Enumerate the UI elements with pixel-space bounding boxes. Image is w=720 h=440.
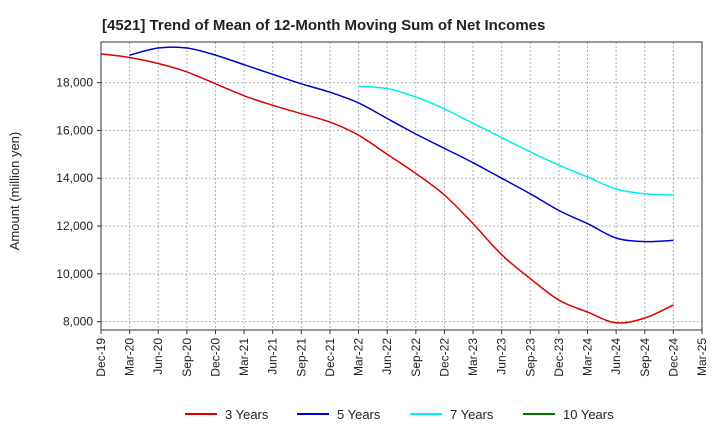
y-tick-label: 14,000 bbox=[56, 171, 93, 185]
x-tick-label: Jun-20 bbox=[151, 338, 165, 375]
legend-label-7-years: 7 Years bbox=[450, 407, 494, 422]
x-tick-label: Jun-24 bbox=[609, 338, 623, 375]
y-tick-label: 10,000 bbox=[56, 267, 93, 281]
series-line-3-years bbox=[100, 53, 674, 324]
y-tick-label: 8,000 bbox=[63, 315, 93, 329]
x-tick-label: Dec-24 bbox=[666, 338, 680, 377]
x-tick-label: Sep-24 bbox=[638, 338, 652, 377]
x-tick-label: Dec-23 bbox=[552, 338, 566, 377]
y-tick-label: 18,000 bbox=[56, 76, 93, 90]
legend-label-10-years: 10 Years bbox=[563, 407, 614, 422]
x-tick-label: Mar-22 bbox=[352, 338, 366, 376]
x-tick-label: Mar-20 bbox=[123, 338, 137, 376]
x-tick-label: Dec-22 bbox=[437, 338, 451, 377]
x-tick-label: Sep-21 bbox=[294, 338, 308, 377]
x-tick-label: Mar-24 bbox=[581, 338, 595, 376]
y-axis-label: Amount (million yen) bbox=[7, 132, 22, 251]
x-tick-label: Sep-22 bbox=[409, 338, 423, 377]
plot-area: Dec-19 Mar-20 Jun-20 Sep-20 Dec-20 Mar-21 Jun-… bbox=[56, 41, 709, 377]
series-line-5-years bbox=[129, 46, 674, 243]
x-tick-label: Jun-22 bbox=[380, 338, 394, 375]
x-tick-label: Mar-21 bbox=[237, 338, 251, 376]
x-tick-label: Jun-21 bbox=[266, 338, 280, 375]
x-tick-label: Jun-23 bbox=[495, 338, 509, 375]
x-tick-label: Sep-23 bbox=[523, 338, 537, 377]
plot-frame bbox=[100, 41, 703, 331]
y-tick-label: 16,000 bbox=[56, 123, 93, 137]
x-tick-label: Sep-20 bbox=[180, 338, 194, 377]
legend-label-5-years: 5 Years bbox=[337, 407, 381, 422]
x-tick-label: Dec-21 bbox=[323, 338, 337, 377]
legend-label-3-years: 3 Years bbox=[225, 407, 269, 422]
x-tick-label: Dec-20 bbox=[208, 338, 222, 377]
series-line-7-years bbox=[358, 85, 674, 196]
x-tick-label: Mar-23 bbox=[466, 338, 480, 376]
y-tick-label: 12,000 bbox=[56, 219, 93, 233]
legend: 3 Years 5 Years 7 Years 10 Years bbox=[185, 407, 614, 422]
x-tick-label: Dec-19 bbox=[94, 338, 108, 377]
x-tick-label: Mar-25 bbox=[695, 338, 709, 376]
chart-title: [4521] Trend of Mean of 12-Month Moving … bbox=[102, 17, 545, 34]
